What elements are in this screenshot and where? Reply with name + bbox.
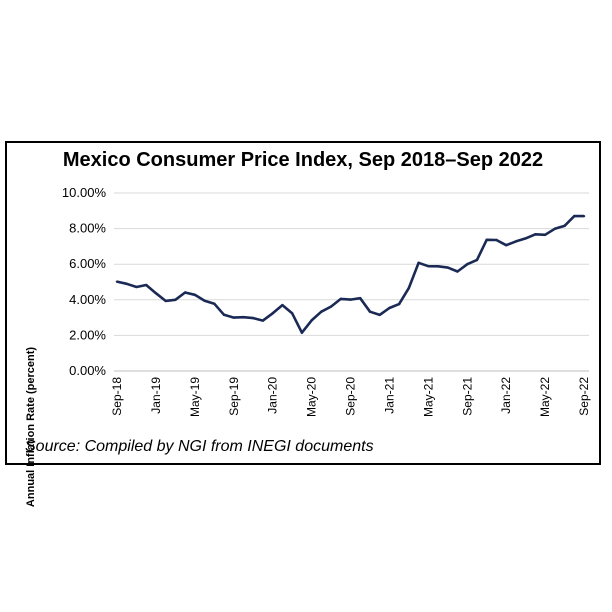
- data-point: [193, 293, 197, 297]
- x-tick-label: Sep-19: [227, 377, 241, 416]
- data-point: [164, 299, 167, 303]
- data-point: [359, 296, 362, 300]
- data-point: [290, 311, 294, 315]
- data-point: [368, 310, 372, 313]
- data-point: [514, 240, 518, 243]
- data-point: [281, 303, 284, 307]
- data-point: [271, 312, 274, 315]
- chart-frame: Mexico Consumer Price Index, Sep 2018–Se…: [5, 141, 601, 507]
- data-point: [378, 313, 381, 317]
- y-tick-label: 6.00%: [69, 256, 106, 271]
- data-point: [329, 305, 333, 308]
- x-tick-label: May-22: [538, 377, 552, 417]
- data-point: [543, 233, 547, 237]
- x-tick-label: May-20: [305, 377, 319, 417]
- data-point: [144, 283, 148, 287]
- y-tick-label: 10.00%: [62, 185, 107, 200]
- source-note: Source: Compiled by NGI from INEGI docum…: [25, 438, 374, 455]
- data-point: [213, 302, 216, 305]
- data-point: [115, 280, 119, 283]
- data-point: [407, 286, 411, 290]
- x-tick-label: Jan-19: [149, 377, 163, 414]
- x-tick-label: Jan-21: [382, 377, 396, 414]
- data-point: [534, 233, 537, 236]
- data-point: [553, 227, 557, 230]
- data-point: [135, 285, 138, 289]
- x-tick-label: May-19: [188, 377, 202, 417]
- y-tick-label: 2.00%: [69, 327, 106, 342]
- data-point: [417, 261, 420, 264]
- data-point: [349, 298, 352, 301]
- x-tick-label: Sep-21: [460, 377, 474, 416]
- data-point: [300, 331, 304, 334]
- data-point: [183, 291, 187, 294]
- data-point: [222, 313, 226, 316]
- data-point: [203, 299, 206, 302]
- data-point: [495, 238, 498, 242]
- data-point: [504, 243, 508, 247]
- y-tick-label: 4.00%: [69, 292, 106, 307]
- data-point: [388, 306, 391, 310]
- data-point: [427, 264, 430, 268]
- data-point: [310, 319, 313, 322]
- data-point: [446, 266, 449, 269]
- data-point: [125, 282, 128, 285]
- data-point: [466, 263, 469, 266]
- data-point: [174, 298, 177, 301]
- x-tick-label: Sep-20: [344, 377, 358, 416]
- data-point: [573, 214, 576, 218]
- data-point: [436, 265, 440, 268]
- inflation-series-line: [116, 214, 584, 334]
- data-point: [154, 292, 158, 295]
- data-point: [242, 316, 245, 319]
- y-tick-label: 8.00%: [69, 221, 106, 236]
- x-tick-label: Jan-20: [266, 377, 280, 414]
- data-point: [320, 310, 323, 313]
- data-point: [252, 316, 255, 320]
- data-point: [475, 258, 479, 262]
- data-point: [524, 237, 527, 240]
- data-point: [232, 316, 235, 319]
- data-point: [456, 270, 459, 273]
- x-tick-label: May-21: [421, 377, 435, 417]
- data-point: [485, 238, 488, 242]
- data-point: [397, 302, 401, 306]
- data-point: [339, 297, 342, 301]
- data-point: [563, 224, 566, 228]
- y-tick-label: 0.00%: [69, 363, 106, 378]
- data-point: [582, 214, 586, 218]
- chart-title: Mexico Consumer Price Index, Sep 2018–Se…: [62, 149, 544, 171]
- data-point: [261, 319, 265, 322]
- x-tick-label: Jan-22: [499, 377, 513, 414]
- chart-plot: 0.00% 2.00% 4.00% 6.00% 8.00% 10.00% Sep-18 Jan…: [62, 185, 591, 417]
- x-tick-label: Sep-18: [110, 377, 124, 416]
- x-tick-label: Sep-22: [577, 377, 591, 416]
